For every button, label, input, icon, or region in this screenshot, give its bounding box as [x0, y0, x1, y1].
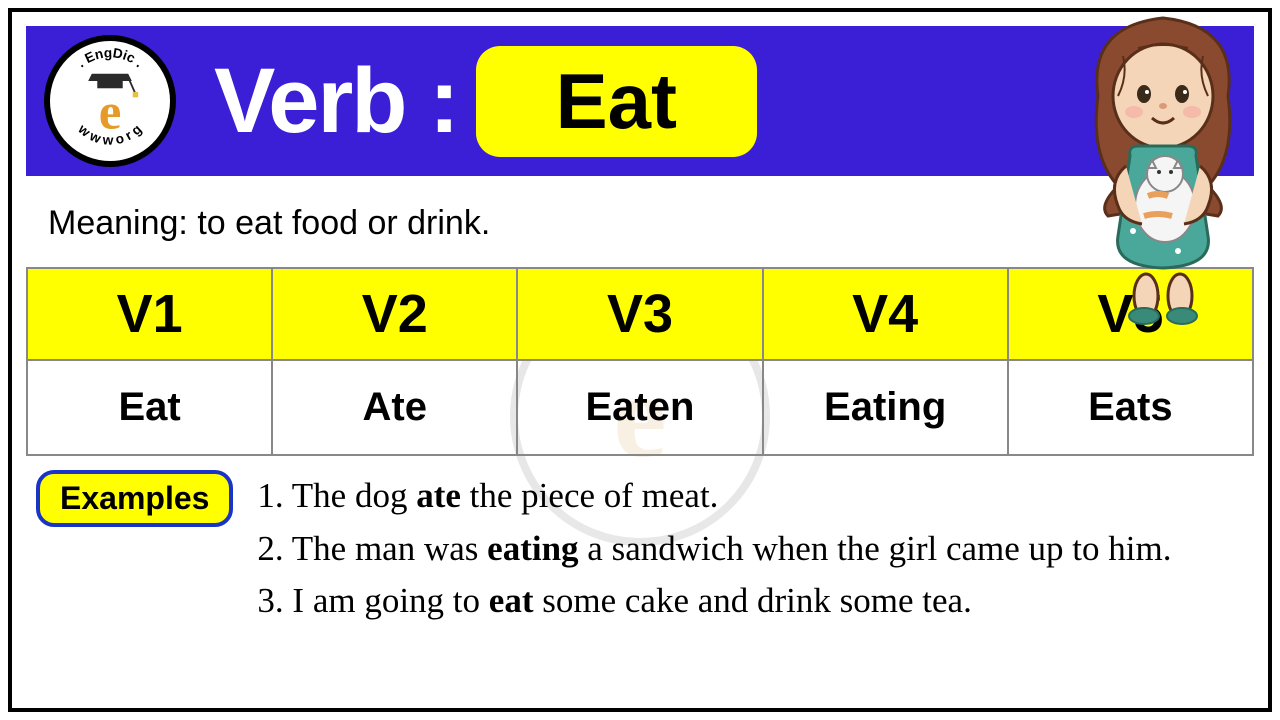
- cell-v3: Eaten: [517, 360, 762, 455]
- table-value-row: Eat Ate Eaten Eating Eats: [27, 360, 1253, 455]
- svg-text:. EngDic .: . EngDic .: [74, 45, 146, 70]
- card-frame: e . EngDic . w w w o r g e: [8, 8, 1272, 712]
- examples-list: 1. The dog ate the piece of meat. 2. The…: [257, 470, 1171, 628]
- examples-section: Examples 1. The dog ate the piece of mea…: [26, 470, 1254, 628]
- col-v1: V1: [27, 268, 272, 360]
- cell-v5: Eats: [1008, 360, 1253, 455]
- verb-pill: Eat: [476, 46, 757, 157]
- engdic-logo: . EngDic . w w w o r g e: [44, 35, 176, 167]
- meaning-label: Meaning:: [48, 204, 188, 242]
- example-1: 1. The dog ate the piece of meat.: [257, 470, 1171, 523]
- cell-v1: Eat: [27, 360, 272, 455]
- example-2: 2. The man was eating a sandwich when th…: [257, 523, 1171, 576]
- cell-v4: Eating: [763, 360, 1008, 455]
- example-3: 3. I am going to eat some cake and drink…: [257, 575, 1171, 628]
- header-bar: . EngDic . w w w o r g e Verb : Eat: [26, 26, 1254, 176]
- col-v4: V4: [763, 268, 1008, 360]
- svg-text:e: e: [99, 84, 122, 140]
- girl-with-cat-illustration: [1068, 6, 1258, 326]
- col-v3: V3: [517, 268, 762, 360]
- meaning-text: to eat food or drink.: [197, 204, 490, 242]
- examples-pill: Examples: [36, 470, 233, 527]
- cell-v2: Ate: [272, 360, 517, 455]
- verb-label: Verb :: [214, 49, 458, 154]
- col-v2: V2: [272, 268, 517, 360]
